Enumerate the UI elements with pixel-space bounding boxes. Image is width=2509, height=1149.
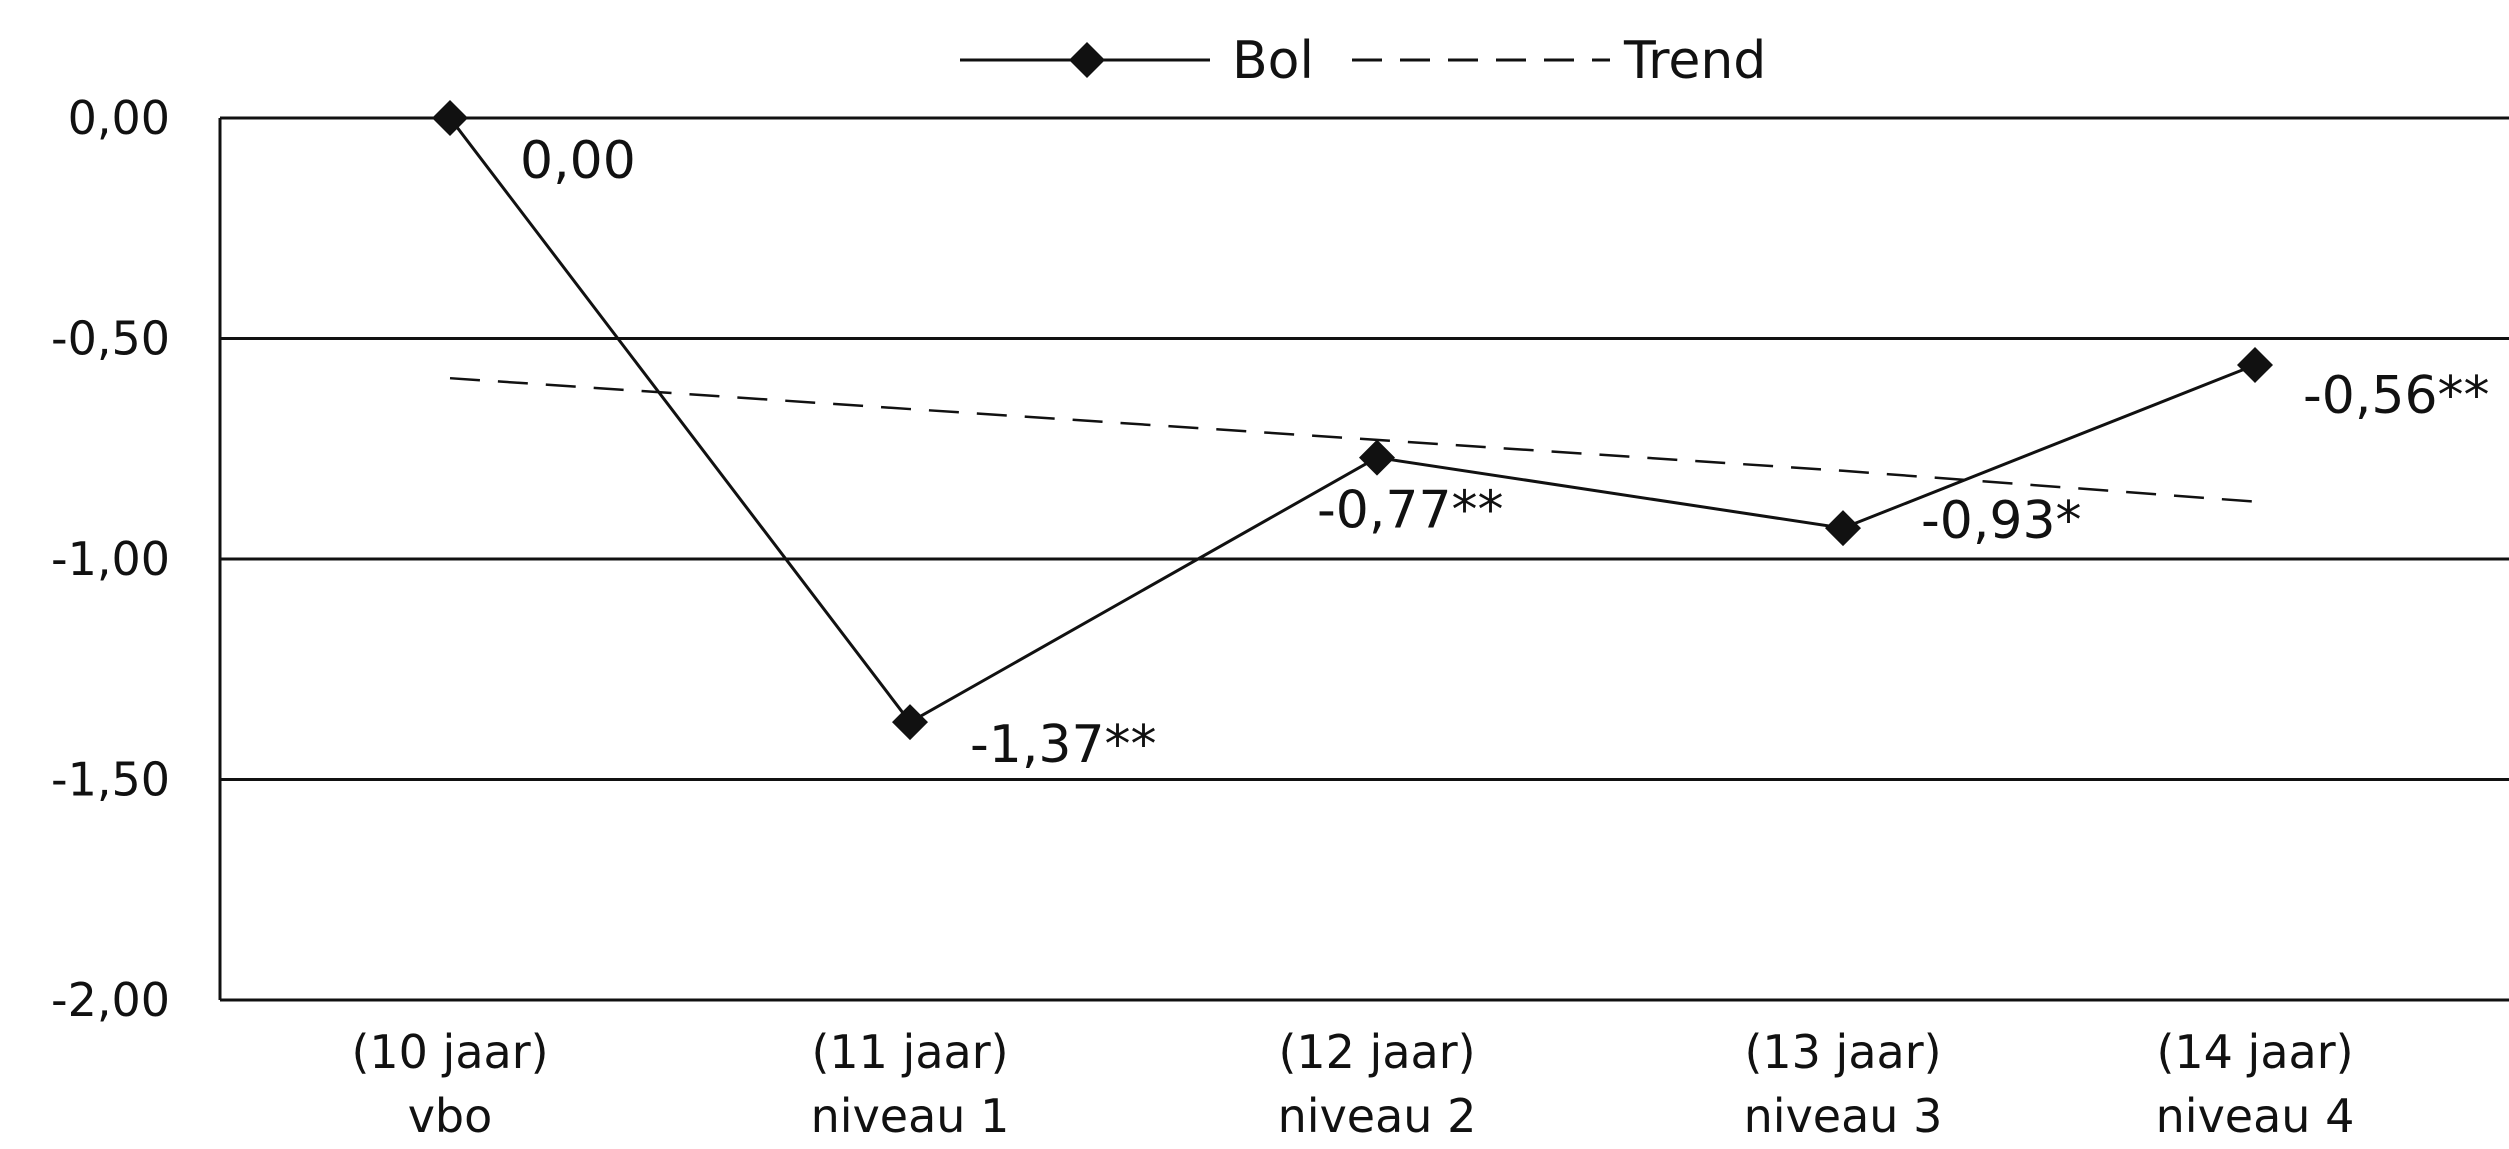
x-category-label-bottom: niveau 4 (2156, 1089, 2355, 1143)
x-category-label-top: (14 jaar) (2156, 1025, 2353, 1079)
y-tick-label: -1,00 (51, 532, 170, 586)
x-category-label-bottom: vbo (408, 1089, 493, 1143)
y-tick-label: -1,50 (51, 753, 170, 807)
x-category-label-top: (11 jaar) (811, 1025, 1008, 1079)
y-tick-label: -0,50 (51, 312, 170, 366)
gridlines (220, 118, 2509, 1000)
data-label: 0,00 (520, 131, 636, 191)
data-labels: 0,00 -1,37** -0,77** -0,93* -0,56** (520, 131, 2490, 775)
data-point-marker (1825, 510, 1861, 546)
data-point-marker (892, 704, 928, 740)
y-tick-label: 0,00 (68, 91, 170, 145)
category-labels: (10 jaar) vbo (11 jaar) niveau 1 (12 jaar) ni… (351, 1025, 2354, 1143)
x-category-label-top: (10 jaar) (351, 1025, 548, 1079)
series-layer (432, 100, 2273, 740)
data-label: -0,56** (2303, 366, 2490, 426)
data-label: -0,77** (1317, 481, 1504, 541)
legend: Bol Trend (960, 31, 1766, 91)
series-bol-line (450, 118, 2255, 722)
data-point-marker (1359, 440, 1395, 476)
legend-marker-bol (1069, 42, 1105, 78)
data-point-marker (432, 100, 468, 136)
x-category-label-bottom: niveau 3 (1744, 1089, 1943, 1143)
legend-label-bol: Bol (1232, 31, 1314, 91)
x-category-label-top: (13 jaar) (1744, 1025, 1941, 1079)
y-tick-label: -2,00 (51, 973, 170, 1027)
data-label: -0,93* (1921, 491, 2082, 551)
legend-label-trend: Trend (1623, 31, 1766, 91)
y-tick-labels: 0,00 -0,50 -1,00 -1,50 -2,00 (51, 91, 170, 1027)
x-category-label-top: (12 jaar) (1278, 1025, 1475, 1079)
x-category-label-bottom: niveau 2 (1278, 1089, 1477, 1143)
x-category-label-bottom: niveau 1 (811, 1089, 1010, 1143)
data-point-marker (2237, 347, 2273, 383)
data-label: -1,37** (970, 715, 1157, 775)
